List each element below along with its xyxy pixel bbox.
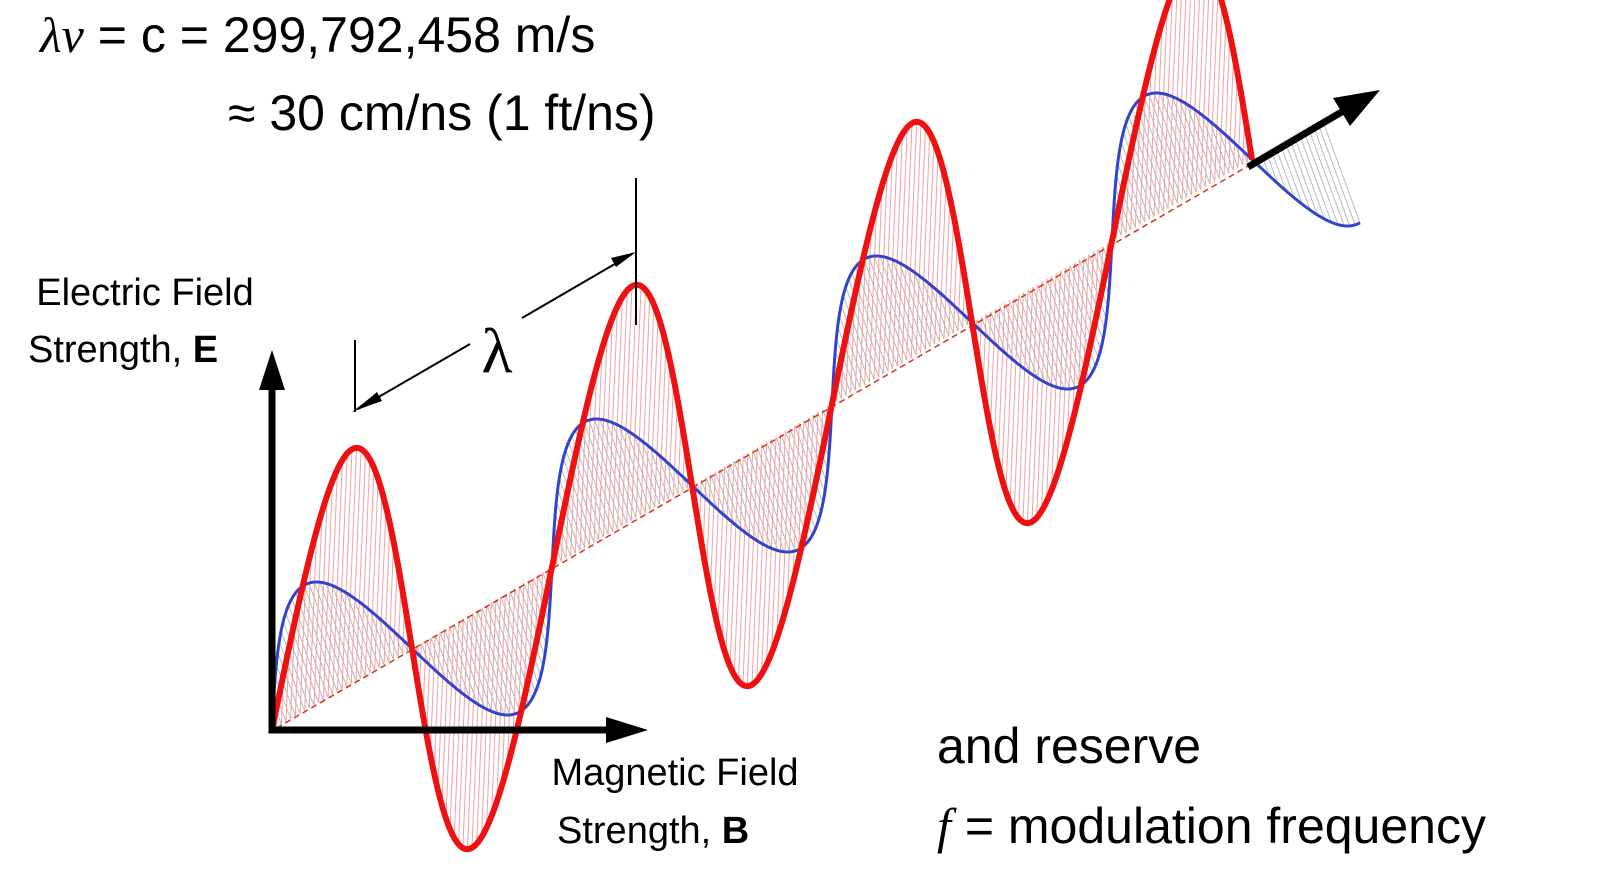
e-field-curve: [269, 0, 1255, 853]
label-text: Strength,: [557, 810, 711, 852]
label-symbol: E: [193, 329, 218, 371]
note-line: f = modulation frequency: [937, 798, 1486, 854]
b-field-curve: [270, 91, 1361, 731]
equation-rhs: = c = 299,792,458 m/s: [98, 7, 596, 63]
wavelength-label: λ: [481, 315, 512, 386]
label-text: Strength,: [28, 329, 182, 371]
wave: [267, 0, 1361, 853]
b-field-hatch: [272, 92, 1361, 728]
arrowhead: [611, 252, 636, 267]
note-text: = modulation frequency: [965, 798, 1486, 854]
label-symbol: B: [722, 810, 749, 852]
propagation-axis: [267, 164, 1251, 734]
e-axis-label: Electric Field: [36, 272, 254, 314]
b-axis-label-2: Strength, B: [557, 810, 749, 852]
equation-approx: ≈ 30 cm/ns (1 ft/ns): [228, 85, 656, 141]
propagation-arrow: [1246, 106, 1347, 171]
e-axis-label-2: Strength, E: [28, 329, 218, 371]
e-axis-arrowhead: [259, 350, 285, 390]
equation-symbol: λν: [38, 7, 85, 63]
note-symbol: f: [937, 798, 957, 854]
wavelength-arrow: [521, 253, 633, 319]
arrowhead: [352, 398, 370, 412]
arrowhead: [356, 392, 382, 410]
b-axis-label: Magnetic Field: [551, 752, 798, 794]
note-line: and reserve: [937, 718, 1201, 774]
propagation-arrowhead: [1333, 90, 1380, 126]
equation-line: λν = c = 299,792,458 m/s: [38, 7, 595, 63]
e-field-hatch: [276, 0, 1249, 850]
b-axis-arrowhead: [606, 717, 648, 743]
